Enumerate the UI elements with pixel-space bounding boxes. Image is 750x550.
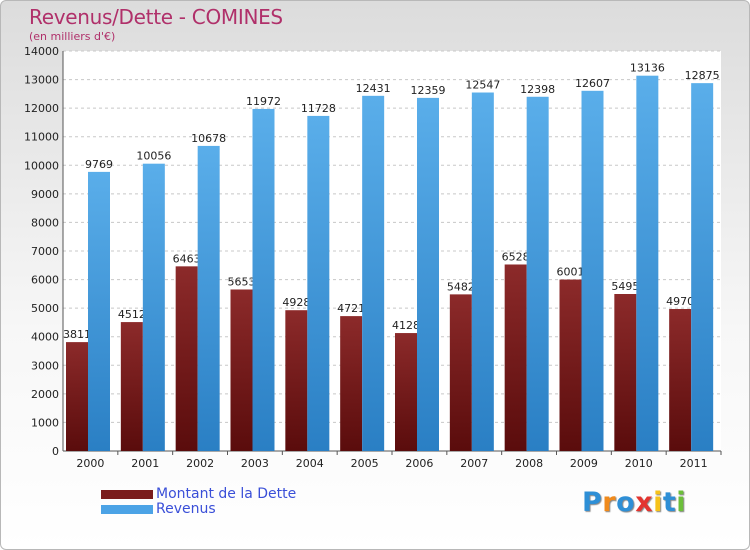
bar-revenus	[417, 97, 439, 451]
chart-subtitle: (en milliers d'€)	[29, 30, 116, 43]
data-label-revenus: 11972	[246, 95, 281, 108]
bar-revenus	[197, 145, 220, 451]
bar-revenus	[252, 108, 275, 451]
bar-dette	[340, 316, 363, 451]
x-tick-label: 2011	[680, 457, 708, 470]
bar-revenus	[142, 163, 165, 451]
logo-letter: P	[582, 487, 603, 518]
x-tick-label: 2001	[131, 457, 159, 470]
bar-revenus	[362, 95, 385, 451]
y-tick-label: 4000	[31, 331, 59, 344]
data-label-revenus: 9769	[85, 158, 113, 171]
bar-dette	[614, 294, 637, 451]
y-tick-label: 9000	[31, 188, 59, 201]
data-label-dette: 4970	[666, 295, 694, 308]
bar-dette	[449, 294, 472, 451]
x-tick-label: 2002	[186, 457, 214, 470]
y-tick-label: 13000	[24, 74, 59, 87]
logo-letter: i	[676, 487, 687, 518]
bar-revenus	[636, 75, 659, 451]
bar-revenus	[307, 115, 330, 452]
bar-revenus	[526, 96, 549, 452]
y-tick-label: 8000	[31, 216, 59, 229]
bar-dette	[66, 342, 88, 451]
y-tick-label: 0	[52, 445, 59, 458]
x-tick-label: 2007	[460, 457, 488, 470]
y-tick-label: 2000	[31, 388, 59, 401]
legend-swatch-revenus	[101, 505, 153, 514]
x-tick-label: 2009	[570, 457, 598, 470]
y-tick-label: 6000	[31, 274, 59, 287]
legend-label-revenus: Revenus	[156, 501, 216, 517]
x-tick-label: 2000	[76, 457, 104, 470]
bar-dette	[559, 279, 582, 451]
logo-letter: r	[602, 487, 617, 518]
y-tick-label: 11000	[24, 131, 59, 144]
data-label-revenus: 10678	[191, 132, 226, 145]
bar-dette	[230, 289, 253, 451]
bar-dette	[395, 333, 417, 451]
y-tick-label: 12000	[24, 102, 59, 115]
bar-dette	[120, 322, 143, 451]
y-tick-label: 14000	[24, 45, 59, 58]
legend-swatch-dette	[101, 490, 153, 499]
data-label-revenus: 12359	[411, 84, 446, 97]
bar-dette	[504, 264, 527, 451]
data-label-dette: 4128	[392, 319, 420, 332]
bar-revenus	[471, 92, 494, 451]
data-label-revenus: 12547	[465, 79, 500, 92]
data-label-dette: 4721	[337, 302, 365, 315]
data-label-dette: 5495	[611, 280, 639, 293]
data-label-revenus: 12875	[685, 69, 720, 82]
y-tick-label: 10000	[24, 159, 59, 172]
x-tick-label: 2006	[405, 457, 433, 470]
bar-revenus	[691, 83, 714, 452]
data-label-revenus: 11728	[301, 102, 336, 115]
x-tick-label: 2008	[515, 457, 543, 470]
chart-title: Revenus/Dette - COMINES	[29, 5, 283, 29]
y-tick-label: 3000	[31, 359, 59, 372]
bar-dette	[175, 266, 198, 451]
data-label-revenus: 12607	[575, 77, 610, 90]
bar-revenus	[581, 90, 604, 452]
y-tick-label: 7000	[31, 245, 59, 258]
data-label-revenus: 12431	[356, 82, 391, 95]
data-label-dette: 5482	[447, 280, 475, 293]
data-label-dette: 3811	[63, 328, 91, 341]
logo-letter: t	[662, 487, 677, 518]
proxiti-logo: Proxiti	[582, 487, 686, 518]
logo-letter: i	[653, 487, 663, 518]
data-label-revenus: 10056	[136, 150, 171, 163]
y-tick-label: 5000	[31, 302, 59, 315]
data-label-dette: 6001	[557, 266, 585, 279]
x-tick-label: 2004	[296, 457, 324, 470]
logo-letter: o	[616, 487, 636, 518]
x-tick-label: 2003	[241, 457, 269, 470]
data-label-dette: 6528	[502, 250, 530, 263]
data-label-revenus: 13136	[630, 62, 665, 75]
legend-label-dette: Montant de la Dette	[156, 486, 297, 502]
x-tick-label: 2005	[351, 457, 379, 470]
data-label-dette: 6463	[173, 252, 201, 265]
data-label-dette: 4928	[282, 296, 310, 309]
y-tick-label: 1000	[31, 416, 59, 429]
data-label-dette: 5653	[228, 275, 256, 288]
bar-revenus	[88, 171, 110, 451]
data-label-dette: 4512	[118, 308, 146, 321]
data-label-revenus: 12398	[520, 83, 555, 96]
bar-dette	[285, 310, 308, 451]
logo-letter: x	[635, 487, 654, 518]
x-tick-label: 2010	[625, 457, 653, 470]
bar-dette	[669, 309, 692, 451]
